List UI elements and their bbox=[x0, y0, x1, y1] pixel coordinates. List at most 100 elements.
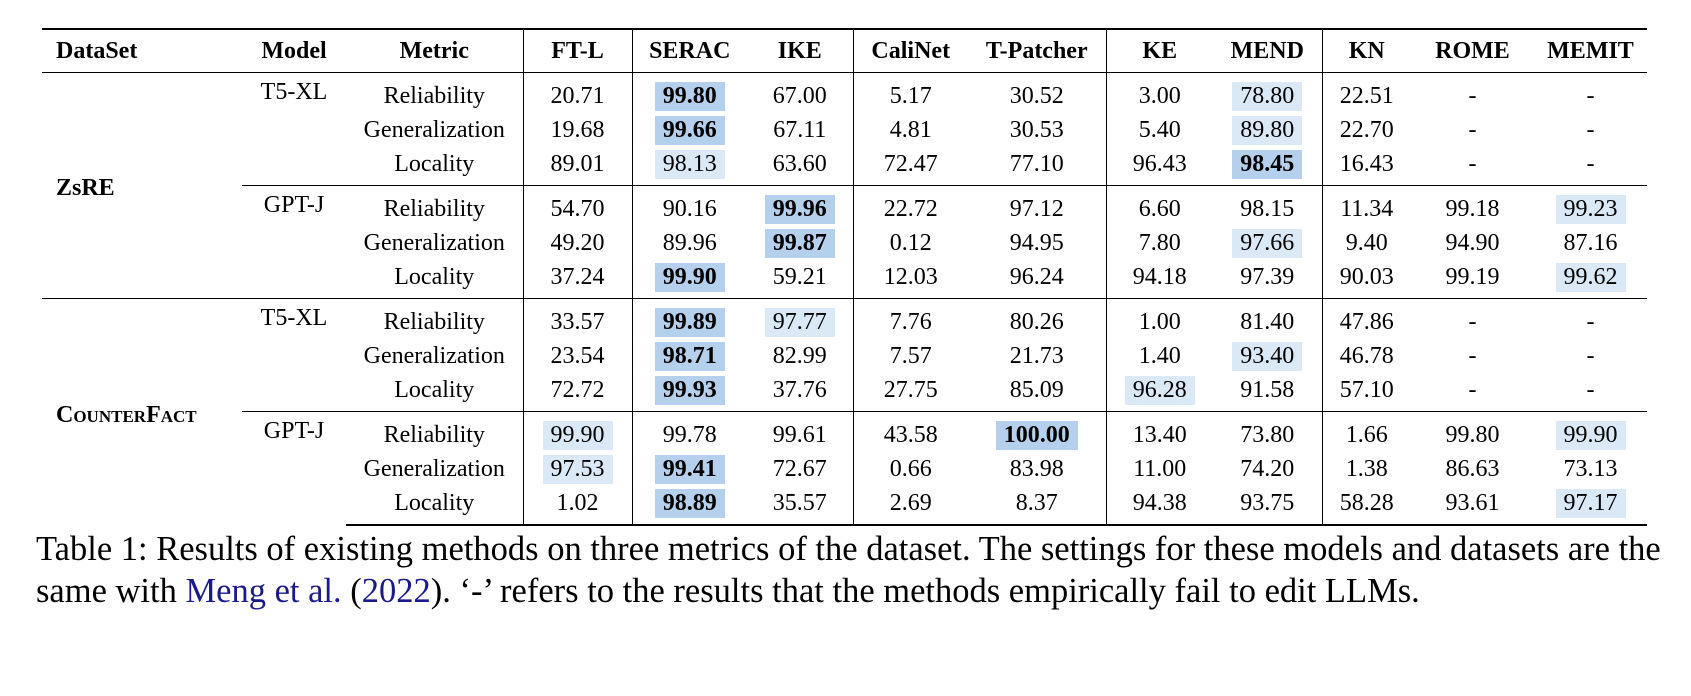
value-cell: 97.66 bbox=[1213, 226, 1322, 260]
value: 20.71 bbox=[550, 82, 605, 109]
value-cell: 89.01 bbox=[522, 147, 632, 186]
value-cell: 63.60 bbox=[747, 147, 853, 186]
value: 99.61 bbox=[772, 421, 827, 448]
value-cell: 54.70 bbox=[522, 185, 632, 226]
value: 3.00 bbox=[1138, 82, 1181, 109]
value: 58.28 bbox=[1339, 489, 1394, 516]
value: 97.12 bbox=[1009, 195, 1064, 222]
value-cell: 97.12 bbox=[968, 185, 1106, 226]
value: 49.20 bbox=[550, 229, 605, 256]
value: 43.58 bbox=[883, 421, 938, 448]
value-cell: 97.53 bbox=[522, 452, 632, 486]
value: 78.80 bbox=[1232, 81, 1303, 111]
value: 89.01 bbox=[550, 150, 605, 177]
value-cell: 94.38 bbox=[1105, 486, 1213, 526]
column-header: Model bbox=[242, 28, 346, 73]
table-row: GPT-J Reliability 99.90 99.78 99.61 43.58 100.… bbox=[42, 411, 1647, 525]
column-header: DataSet bbox=[42, 28, 242, 73]
value-cell: 99.41 bbox=[631, 452, 747, 486]
value: 2.69 bbox=[889, 489, 932, 516]
value: 27.75 bbox=[883, 376, 938, 403]
value-cell: - bbox=[1534, 339, 1647, 373]
model-cell: GPT-J bbox=[242, 411, 346, 525]
value: 97.77 bbox=[764, 307, 835, 337]
value-cell: 23.54 bbox=[522, 339, 632, 373]
value: 1.38 bbox=[1345, 455, 1388, 482]
column-header: Metric bbox=[346, 28, 523, 73]
metric-cell: Generalization bbox=[363, 116, 505, 143]
citation-link[interactable]: 2022 bbox=[361, 572, 431, 610]
value: 30.52 bbox=[1009, 82, 1064, 109]
value-cell: - bbox=[1411, 298, 1534, 339]
value-cell: 30.53 bbox=[968, 113, 1106, 147]
value-cell: 99.66 bbox=[631, 113, 747, 147]
table-row: Locality 1.02 98.89 35.57 2.69 8.37 94.38 93.75… bbox=[42, 486, 1647, 526]
table-row: Generalization 97.53 99.41 72.67 0.66 83.98 11… bbox=[42, 452, 1647, 486]
value: 22.51 bbox=[1339, 82, 1394, 109]
value: - bbox=[1586, 342, 1595, 369]
metric-cell: Reliability bbox=[346, 72, 523, 113]
value: 57.10 bbox=[1339, 376, 1394, 403]
table-body: ZsRE T5-XL Reliability 20.71 99.80 67.00 5.17 3… bbox=[42, 72, 1647, 526]
value: 97.53 bbox=[542, 454, 613, 484]
caption-text: Table 1: Results of existing methods on … bbox=[36, 530, 1661, 610]
value-cell: 22.70 bbox=[1321, 113, 1411, 147]
value: 73.13 bbox=[1563, 455, 1618, 482]
value: 74.20 bbox=[1240, 455, 1295, 482]
column-header: KE bbox=[1105, 28, 1213, 73]
value: - bbox=[1468, 82, 1477, 109]
table-row: ZsRE T5-XL Reliability 20.71 99.80 67.00 5.17 3… bbox=[42, 72, 1647, 201]
caption-text: ( bbox=[341, 572, 362, 610]
column-header: MEMIT bbox=[1534, 28, 1647, 73]
value-cell: 59.21 bbox=[747, 260, 853, 299]
value-cell: 1.38 bbox=[1321, 452, 1411, 486]
value: - bbox=[1468, 116, 1477, 143]
value: 7.80 bbox=[1138, 229, 1181, 256]
value-cell: 6.60 bbox=[1105, 185, 1213, 226]
value: 89.96 bbox=[662, 229, 717, 256]
value-cell: 35.57 bbox=[747, 486, 853, 526]
value: - bbox=[1468, 342, 1477, 369]
value: 98.45 bbox=[1232, 149, 1303, 179]
citation-link[interactable]: Meng et al. bbox=[185, 572, 342, 610]
value-cell: 20.71 bbox=[522, 72, 632, 113]
value-cell: - bbox=[1534, 113, 1647, 147]
value-cell: 21.73 bbox=[968, 339, 1106, 373]
value-cell: 4.81 bbox=[852, 113, 968, 147]
value-cell: 85.09 bbox=[968, 373, 1106, 412]
value-cell: 19.68 bbox=[522, 113, 632, 147]
value-cell: 96.43 bbox=[1105, 147, 1213, 186]
value: - bbox=[1586, 308, 1595, 335]
value: 86.63 bbox=[1445, 455, 1500, 482]
value-cell: 98.71 bbox=[631, 339, 747, 373]
value-cell: - bbox=[1411, 147, 1534, 186]
value: - bbox=[1468, 308, 1477, 335]
value: 97.39 bbox=[1240, 263, 1295, 290]
column-header: CaliNet bbox=[852, 28, 968, 73]
value: 99.66 bbox=[654, 115, 725, 145]
value: 94.38 bbox=[1132, 489, 1187, 516]
value-cell: 58.28 bbox=[1321, 486, 1411, 526]
value-cell: 8.37 bbox=[968, 486, 1106, 526]
value-cell: 22.51 bbox=[1321, 72, 1411, 113]
value: 19.68 bbox=[550, 116, 605, 143]
value-cell: 89.96 bbox=[631, 226, 747, 260]
value-cell: 1.02 bbox=[522, 486, 632, 526]
value-cell: 74.20 bbox=[1213, 452, 1322, 486]
value-cell: 99.87 bbox=[747, 226, 853, 260]
value: 47.86 bbox=[1339, 308, 1394, 335]
column-header: SERAC bbox=[631, 28, 747, 73]
value: 99.93 bbox=[654, 375, 725, 405]
metric-cell: Generalization bbox=[363, 455, 505, 482]
value: 99.19 bbox=[1445, 263, 1500, 290]
value: 96.28 bbox=[1124, 375, 1195, 405]
metric-cell: Reliability bbox=[346, 185, 523, 226]
metric-cell: Generalization bbox=[363, 229, 505, 256]
value: 1.40 bbox=[1138, 342, 1181, 369]
value: 16.43 bbox=[1339, 150, 1394, 177]
value-cell: 100.00 bbox=[968, 411, 1106, 452]
value: 91.58 bbox=[1240, 376, 1295, 403]
value-cell: 7.80 bbox=[1105, 226, 1213, 260]
table-row: Locality 89.01 98.13 63.60 72.47 77.10 96.43 98… bbox=[42, 147, 1647, 186]
